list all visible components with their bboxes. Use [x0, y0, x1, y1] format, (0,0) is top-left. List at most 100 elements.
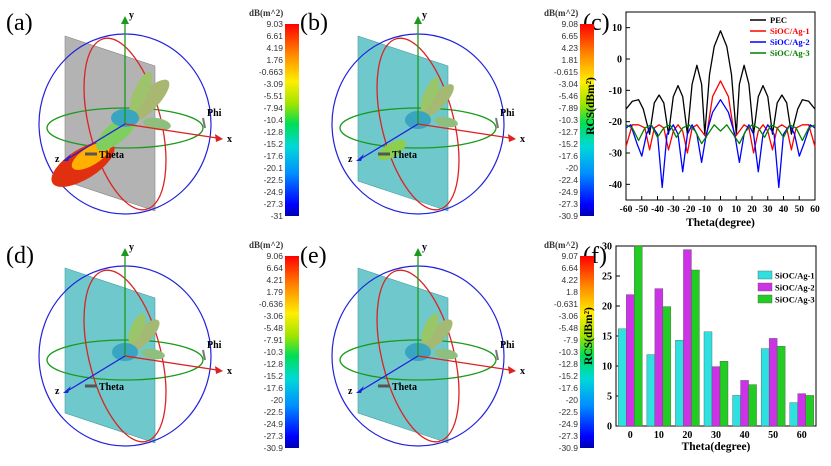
colorbar-title: dB(m^2) [544, 240, 579, 250]
phi-arrow-icon [495, 349, 499, 361]
x-arrow-icon [215, 134, 223, 142]
x-tick-label: -60 [620, 205, 633, 215]
colorbar-b: dB(m^2) 9.08 6.65 4.23 1.81 -0.615 -3.04 -5.46-… [542, 8, 602, 223]
colorbar-tick: -12.8 [558, 358, 578, 369]
colorbar-tick: 9.06 [266, 250, 283, 261]
x-tick-label: 0 [628, 430, 633, 441]
colorbar-tick: -22.4 [558, 174, 578, 185]
y-tick-label: -10 [609, 86, 622, 97]
legend-label: SiOC/Ag-1 [775, 271, 815, 281]
colorbar-title: dB(m^2) [249, 240, 284, 250]
theta-label: Theta [99, 150, 124, 161]
rcs-vs-theta-bar-chart: 0 5 10 15 20 25 30 0 10 20 30 40 50 60 Theta(degree) RC… [583, 242, 817, 453]
x-tick-label: 10 [732, 205, 742, 215]
colorbar-tick: -20 [565, 162, 578, 173]
bar [748, 384, 757, 427]
y-axis-label: y [422, 10, 427, 21]
bar [740, 380, 749, 427]
x-axis [124, 355, 218, 371]
phi-arrow-icon [495, 117, 499, 129]
y-tick-label: -30 [609, 149, 622, 160]
colorbar-tick: -24.9 [558, 186, 578, 197]
z-axis [361, 355, 419, 391]
theta-ring [376, 37, 460, 211]
colorbar-tick: -7.91 [263, 334, 283, 345]
legend-label: SiOC/Ag-3 [770, 48, 810, 58]
x-tick-label: 30 [763, 205, 773, 215]
y-tick-label: -40 [609, 180, 622, 191]
colorbar-gradient [580, 24, 594, 216]
bar [703, 331, 713, 427]
colorbar-gradient [580, 256, 594, 448]
colorbar-tick: -10.3 [558, 346, 578, 357]
colorbar-tick: 6.61 [266, 30, 283, 41]
colorbar-title: dB(m^2) [544, 8, 579, 18]
colorbar-tick: -0.663 [258, 66, 283, 77]
bar [719, 360, 729, 427]
y-tick-label: 0 [617, 55, 622, 66]
x-tick-label: 0 [718, 205, 723, 215]
bar [789, 402, 798, 427]
colorbar-tick: -10.3 [558, 114, 578, 125]
theta-ring [376, 269, 460, 443]
x-tick-label: -10 [698, 205, 711, 215]
sheet-plane [64, 267, 156, 444]
colorbar-tick: -20.1 [263, 162, 283, 173]
x-axis-label: x [520, 366, 525, 377]
z-axis [68, 123, 126, 159]
colorbar-tick: -22.5 [263, 174, 283, 185]
colorbar-tick: -17.6 [558, 150, 578, 161]
colorbar-tick: 1.8 [566, 286, 578, 297]
colorbar-tick: -3.09 [263, 78, 283, 89]
theta-label: Theta [392, 382, 417, 393]
y-axis-title: RCS(dBm²) [585, 77, 597, 135]
y-arrow-icon [121, 248, 129, 256]
colorbar-gradient [285, 256, 299, 448]
x-tick-label: -30 [667, 205, 680, 215]
y-tick-label: 25 [602, 272, 612, 283]
x-axis-title: Theta(degree) [686, 217, 755, 229]
bar [618, 328, 627, 427]
bar [768, 338, 778, 427]
colorbar-tick: -30.9 [263, 442, 283, 453]
legend-swatch [757, 282, 773, 292]
x-axis-title: Theta(degree) [682, 441, 751, 453]
colorbar-tick: -27.3 [558, 430, 578, 441]
legend-label: SiOC/Ag-3 [775, 295, 815, 305]
y-tick-label: 30 [602, 242, 612, 253]
bar [662, 306, 672, 427]
colorbar-tick: 1.79 [266, 286, 283, 297]
y-tick-label: 10 [612, 23, 622, 34]
x-tick-label: -50 [635, 205, 648, 215]
colorbar-tick: 1.81 [561, 54, 578, 65]
rcs-3d-pattern-b: y x z Phi Theta [331, 10, 525, 215]
colorbar-tick: -30.9 [558, 210, 578, 221]
y-tick-label: 20 [602, 302, 612, 313]
x-tick-label: 20 [747, 205, 757, 215]
colorbar-tick: -7.9 [563, 334, 578, 345]
y-axis-label: y [129, 242, 134, 253]
bar [760, 348, 770, 427]
panel-label-a: (a) [6, 10, 33, 36]
colorbar-tick: -27.3 [263, 198, 283, 209]
y-axis-label: y [422, 242, 427, 253]
colorbar-d: dB(m^2) 9.06 6.64 4.21 1.79 -0.636 -3.06 -5.48-… [247, 240, 307, 455]
legend-label: SiOC/Ag-2 [770, 37, 810, 47]
x-axis [124, 123, 218, 139]
colorbar-tick: -24.9 [558, 418, 578, 429]
rcs-3d-pattern-d: y x z Phi Theta [38, 242, 232, 447]
x-axis [417, 123, 511, 139]
colorbar-tick: 9.03 [266, 18, 283, 29]
x-tick-label: -20 [683, 205, 696, 215]
x-tick-label: 20 [682, 430, 692, 441]
phi-label: Phi [207, 340, 222, 351]
colorbar-tick: -15.2 [263, 138, 283, 149]
legend-label: PEC [770, 15, 787, 25]
colorbar-tick: 4.22 [561, 274, 578, 285]
phi-arrow-icon [202, 349, 206, 361]
colorbar-tick: -22.5 [558, 406, 578, 417]
y-tick-label: 5 [607, 392, 612, 403]
z-arrow-icon [356, 386, 364, 393]
colorbar-tick: 1.76 [266, 54, 283, 65]
colorbar-tick: -24.9 [263, 186, 283, 197]
